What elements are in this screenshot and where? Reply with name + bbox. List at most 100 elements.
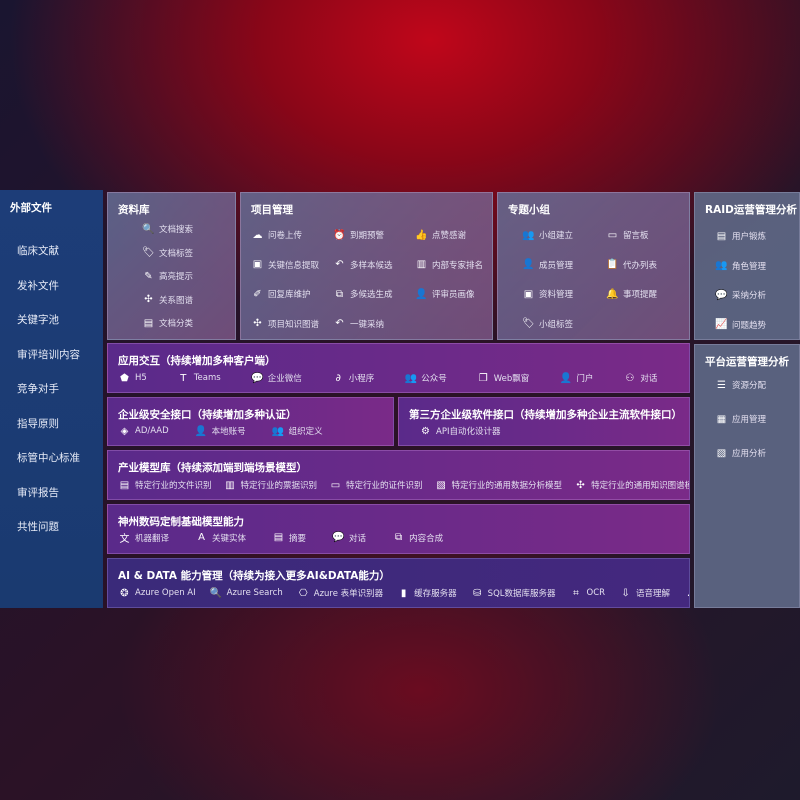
thirdparty-item[interactable]: ⚙ API自动化设计器 (419, 425, 500, 438)
group-item[interactable]: 👥 小组建立 (522, 229, 574, 242)
item-label: 机器翻译 (135, 533, 170, 544)
base-item[interactable]: ▤ 摘要 (272, 530, 306, 545)
summary-icon: ▤ (273, 532, 284, 543)
platform-item[interactable]: ▧ 应用分析 (715, 447, 766, 460)
sidebar-item[interactable]: 发补文件 (17, 279, 59, 292)
base-item[interactable]: A 关键实体 (195, 530, 246, 545)
industry-item[interactable]: ▭ 特定行业的证件识别 (329, 479, 423, 492)
platform-title: 平台运营管理分析 (705, 356, 789, 368)
raid-panel: RAID运营管理分析 ▤ 用户锻炼 👥 角色管理 💬 采纳分析 📈 问题趋势 (694, 192, 800, 340)
project-item[interactable]: ⏰ 到期预警 (333, 229, 384, 242)
security-item[interactable]: ◈ AD/AAD (118, 425, 169, 437)
sidebar-item[interactable]: 审评报告 (17, 486, 59, 499)
item-label: 项目知识图谱 (268, 319, 320, 330)
project-item[interactable]: ▥ 内部专家排名 (415, 259, 483, 271)
project-item[interactable]: ☁ 问卷上传 (251, 229, 303, 242)
project-item[interactable]: ↶ 一键采纳 (333, 318, 384, 330)
base-item[interactable]: 💬 对话 (332, 530, 366, 545)
aidata-item[interactable]: ▮ 缓存服务器 (397, 587, 457, 600)
interaction-item[interactable]: 💬 企业微信 (250, 372, 302, 385)
industry-item[interactable]: ▧ 特定行业的通用数据分析模型 (435, 479, 562, 492)
industry-item[interactable]: ✣ 特定行业的通用知识图谱模型 (574, 479, 689, 492)
id-card-icon: ▤ (716, 230, 727, 242)
raid-item[interactable]: 📈 问题趋势 (715, 319, 766, 331)
sidebar-item[interactable]: 竞争对手 (17, 383, 59, 395)
aidata-item[interactable]: ⌗ OCR (570, 587, 605, 599)
group-item[interactable]: 📋 代办列表 (606, 259, 657, 271)
project-item[interactable]: ✐ 回复库维护 (251, 288, 310, 301)
security-item[interactable]: 👤 本地账号 (195, 425, 246, 438)
file-icon: ▤ (119, 479, 130, 491)
library-item[interactable]: ✎ 高亮提示 (142, 270, 194, 283)
interaction-item[interactable]: T Teams (177, 372, 220, 384)
base-item[interactable]: ⧉ 内容合成 (392, 530, 443, 545)
aidata-item[interactable]: ⎔ Azure 表单识别器 (297, 587, 383, 600)
sidebar-item[interactable]: 标管中心标准 (17, 452, 80, 464)
project-panel: 项目管理 ☁ 问卷上传 ⏰ 到期预警 👍 点赞感谢 ▣ 关键信息提取 ↶ 多样本候选 ▥ 内部专家排名 ✐… (240, 192, 493, 340)
industry-item[interactable]: ▤ 特定行业的文件识别 (118, 479, 212, 492)
project-item[interactable]: 👍 点赞感谢 (415, 229, 466, 242)
library-item[interactable]: 🔍 文档搜索 (142, 223, 193, 236)
group-item[interactable]: 🏷 小组标签 (522, 318, 573, 330)
library-title: 资料库 (118, 204, 150, 216)
base-item[interactable]: 文机器翻译 (118, 530, 170, 546)
alarm-icon: ⏰ (333, 229, 346, 241)
project-item[interactable]: ⧉ 多候选生成 (333, 288, 393, 301)
security-panel: 企业级安全接口（持续增加多种认证） ◈ AD/AAD 👤 本地账号 👥 组织定义 (107, 397, 394, 446)
group-item[interactable]: 👤 成员管理 (522, 259, 573, 271)
library-item[interactable]: ✣ 关系图谱 (142, 294, 193, 306)
item-label: 高亮提示 (159, 272, 194, 282)
item-label: 资料管理 (539, 290, 574, 300)
item-label: 事项提醒 (623, 290, 658, 300)
database-icon: ⛁ (472, 587, 482, 599)
interaction-item[interactable]: ∂ 小程序 (332, 372, 375, 385)
openai-icon: ❂ (120, 587, 129, 599)
group-item[interactable]: ▣ 资料管理 (522, 288, 574, 301)
item-label: AD/AAD (135, 426, 169, 436)
group-item[interactable]: ▭ 留言板 (606, 229, 649, 242)
interaction-item[interactable]: 👤 门户 (559, 372, 594, 385)
sidebar-item[interactable]: 共性问题 (17, 521, 59, 533)
industry-item[interactable]: ▥ 特定行业的票据识别 (224, 479, 317, 492)
pen-icon: ✎ (144, 270, 153, 282)
aidata-item[interactable]: ⛁ SQL数据库服务器 (471, 587, 556, 600)
item-label: 小组标签 (539, 319, 574, 330)
item-label: 小组建立 (539, 231, 574, 241)
project-item[interactable]: ✣ 项目知识图谱 (251, 318, 319, 330)
interaction-item[interactable]: ⚇ 对话 (623, 372, 658, 385)
platform-item[interactable]: ▦ 应用管理 (715, 413, 766, 426)
security-item[interactable]: 👥 组织定义 (271, 425, 323, 438)
item-label: 对话 (640, 374, 658, 384)
aidata-item[interactable]: ♫TTS (684, 587, 689, 599)
interaction-item[interactable]: ⬟ H5 (118, 372, 147, 384)
aidata-item[interactable]: 🔍 Azure Search (210, 587, 283, 599)
sidebar-item[interactable]: 关键字池 (17, 314, 59, 326)
window-icon: ❐ (478, 372, 488, 384)
raid-item[interactable]: 💬 采纳分析 (715, 289, 766, 302)
thirdparty-title: 第三方企业级软件接口（持续增加多种企业主流软件接口） (409, 409, 682, 421)
reply-icon: ↶ (335, 318, 344, 329)
project-item[interactable]: ↶ 多样本候选 (333, 259, 392, 271)
raid-item[interactable]: 👥 角色管理 (715, 260, 766, 272)
group-item[interactable]: 🔔 事项提醒 (606, 288, 658, 301)
interaction-item[interactable]: ❐ Web飘窗 (477, 372, 530, 385)
platform-item[interactable]: ☰ 资源分配 (715, 379, 766, 392)
wechat-icon: 💬 (250, 372, 264, 384)
interaction-item[interactable]: 👥 公众号 (404, 372, 447, 385)
sidebar-item[interactable]: 审评培训内容 (17, 348, 80, 361)
library-item[interactable]: ▤ 文档分类 (142, 317, 193, 330)
item-label: 评审员画像 (432, 290, 475, 300)
sidebar-item[interactable]: 指导原则 (17, 417, 59, 430)
aidata-item[interactable]: ❂ Azure Open AI (118, 587, 195, 599)
aidata-item[interactable]: ⇩ 语音理解 (619, 587, 670, 600)
qa-icon: 💬 (715, 289, 728, 301)
interaction-panel: 应用交互（持续增加多种客户端） ⬟ H5 T Teams 💬 企业微信 ∂ 小程序 👥 公众号 ❐ We… (107, 343, 690, 393)
external-files-sidebar: 外部文件 临床文献 发补文件 关键字池 审评培训内容 竞争对手 指导原则 标管中心标准 审评报… (0, 190, 103, 608)
sidebar-item[interactable]: 临床文献 (17, 245, 59, 257)
library-item[interactable]: 🏷 文档标签 (142, 247, 193, 259)
project-item[interactable]: 👤 评审员画像 (415, 288, 475, 301)
project-item[interactable]: ▣ 关键信息提取 (251, 259, 319, 271)
raid-item[interactable]: ▤ 用户锻炼 (715, 230, 766, 243)
org-icon: 👥 (271, 425, 285, 437)
puzzle-icon: ⧉ (335, 288, 344, 300)
